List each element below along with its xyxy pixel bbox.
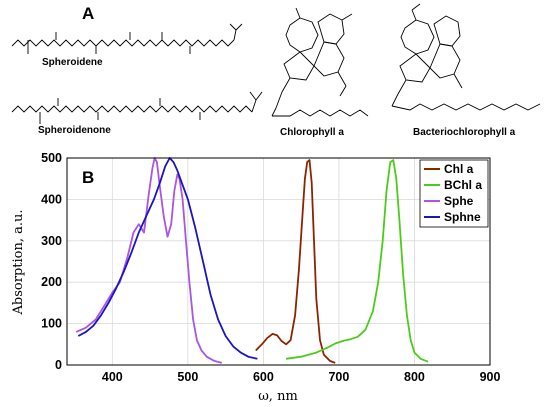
tick-labels: 400 500 600 700 800 900 0 100 200 300 400 500 [41,151,500,384]
series-line-sphe [75,157,223,364]
chlorophyll-a-label: Chlorophyll a [280,127,344,138]
spheroidene-label: Spheroidene [42,57,103,68]
legend-box [419,159,489,228]
spheroidene-structure [11,23,243,54]
spheroidenone-label: Spheroidenone [38,125,111,136]
series-lines [75,157,429,364]
x-tick-label: 900 [480,370,501,384]
y-tick-label: 300 [41,234,62,248]
x-tick-label: 800 [404,370,425,384]
x-tick-label: 600 [253,370,274,384]
panel-b-label: B [82,168,94,187]
y-tick-label: 500 [41,151,62,165]
y-axis-label: Absorption, a.u. [11,210,26,316]
x-tick-label: 700 [328,370,349,384]
spheroidenone-structure [11,91,263,124]
legend-entry-label: BChl a [444,178,482,192]
x-axis-label: ω, nm [258,389,298,404]
legend-entry-label: Sphne [444,210,481,224]
chlorophyll-a-structure [271,7,369,117]
x-tick-label: 400 [102,370,123,384]
y-tick-label: 100 [41,317,62,331]
panel-a-label: A [82,4,95,23]
bacteriochlorophyll-a-label: Bacteriochlorophyll a [413,127,516,138]
series-line-sphne [77,157,258,360]
series-line-chl-a [255,159,336,364]
legend-entry-label: Sphe [444,194,474,208]
legend: Chl a BChl a Sphe Sphne [419,159,489,228]
plot-frame [66,157,491,366]
series-line-bchl-a [285,159,429,363]
x-tick-label: 500 [177,370,198,384]
y-tick-label: 400 [41,192,62,206]
y-tick-label: 0 [55,358,62,372]
y-tick-label: 200 [41,275,62,289]
bacteriochlorophyll-a-structure [391,3,541,111]
legend-entry-label: Chl a [444,162,474,176]
